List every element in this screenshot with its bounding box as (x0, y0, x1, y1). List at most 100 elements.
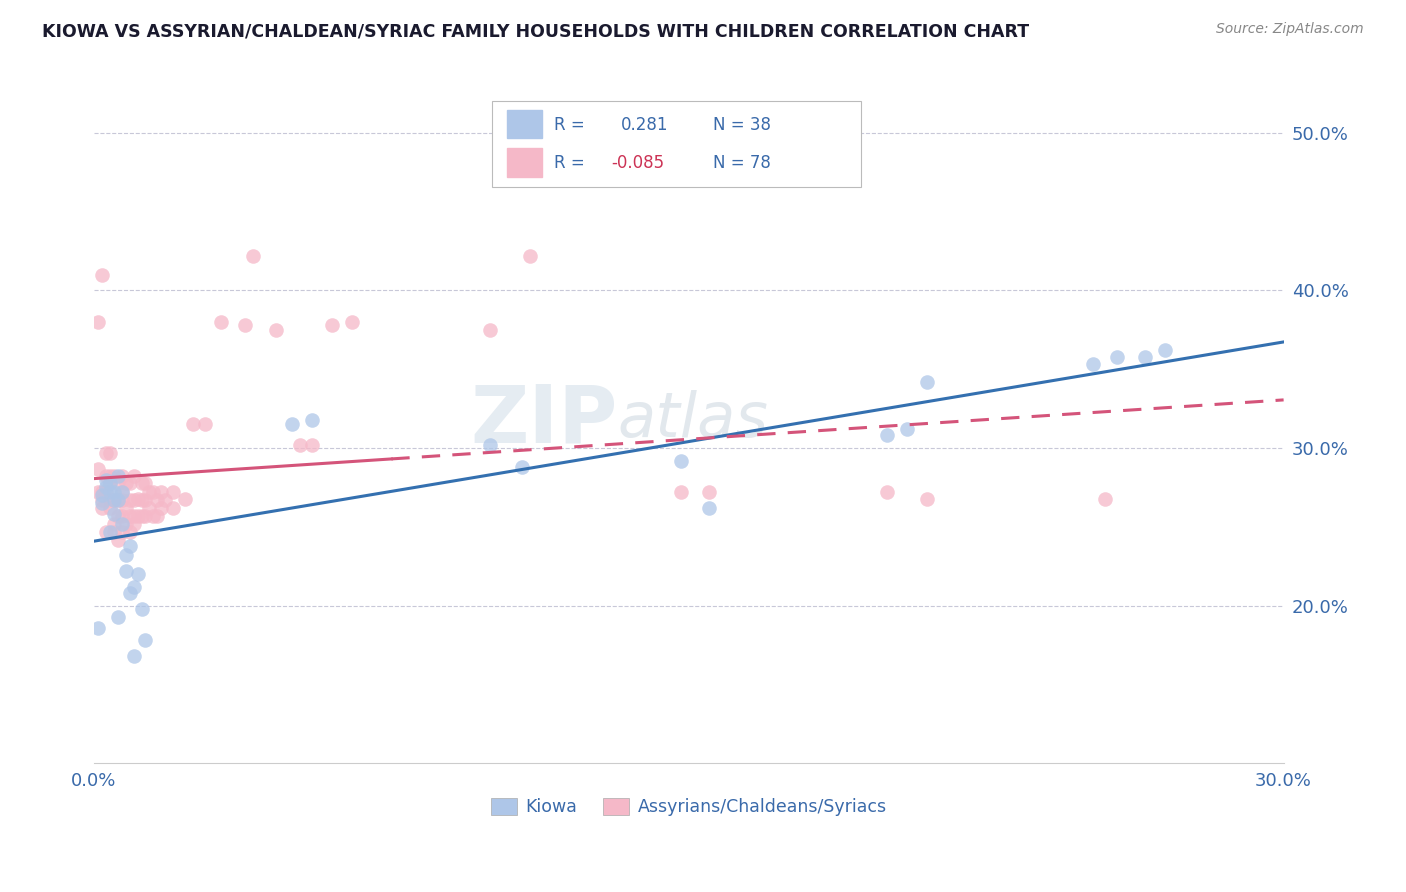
Point (138, 500, 160, 515)
Point (519, 249, 541, 263)
Point (103, 508, 125, 522)
Point (281, 417, 304, 432)
Point (266, 323, 288, 337)
Point (118, 524, 141, 539)
Point (896, 422, 918, 436)
Point (479, 438, 502, 452)
Point (122, 508, 145, 523)
Point (103, 524, 125, 539)
Point (122, 580, 145, 594)
Point (1094, 491, 1116, 506)
Point (288, 438, 311, 452)
Point (209, 315, 232, 329)
Point (111, 493, 134, 508)
Point (138, 485, 160, 500)
Point (1153, 343, 1175, 358)
Point (150, 500, 173, 515)
Text: Source: ZipAtlas.com: Source: ZipAtlas.com (1216, 22, 1364, 37)
Point (118, 508, 141, 523)
Point (107, 475, 129, 490)
Point (131, 602, 153, 616)
Point (98, 446, 121, 460)
Point (150, 485, 173, 500)
Point (162, 485, 184, 500)
Point (134, 475, 156, 490)
Text: R =: R = (554, 154, 585, 172)
Point (87, 621, 110, 635)
Point (98, 493, 121, 508)
Point (107, 469, 129, 483)
Point (90, 496, 112, 510)
FancyBboxPatch shape (506, 110, 543, 138)
Point (103, 469, 125, 483)
Text: 0.281: 0.281 (621, 117, 668, 135)
Point (114, 516, 136, 531)
Point (194, 417, 217, 432)
Point (103, 516, 125, 531)
Point (1105, 350, 1128, 364)
Point (111, 508, 134, 523)
Point (118, 586, 141, 600)
Point (107, 493, 129, 508)
Point (127, 491, 149, 506)
Point (146, 508, 169, 523)
Point (94, 485, 117, 500)
Point (131, 475, 153, 490)
Point (131, 508, 153, 523)
Point (103, 485, 125, 500)
Point (114, 564, 136, 578)
Text: -0.085: -0.085 (612, 154, 665, 172)
Point (510, 460, 533, 475)
Point (90, 485, 112, 500)
Point (122, 493, 145, 508)
Point (697, 500, 720, 515)
Point (1133, 350, 1156, 364)
Point (146, 493, 169, 508)
Point (90, 493, 112, 508)
Point (242, 249, 264, 263)
Point (915, 491, 938, 506)
Point (87, 485, 110, 500)
Point (1083, 358, 1105, 372)
Point (697, 485, 720, 500)
Point (107, 533, 129, 547)
Point (87, 461, 110, 475)
Point (162, 500, 184, 515)
Point (127, 567, 149, 582)
Point (94, 481, 117, 495)
Point (134, 493, 156, 508)
Point (915, 375, 938, 389)
Point (90, 268, 112, 282)
Point (103, 493, 125, 508)
Text: R =: R = (554, 117, 585, 135)
Point (134, 633, 156, 648)
Point (479, 323, 502, 337)
Point (98, 485, 121, 500)
Point (122, 649, 145, 664)
Text: N = 78: N = 78 (713, 154, 770, 172)
FancyBboxPatch shape (492, 102, 862, 187)
Point (111, 524, 134, 539)
Point (98, 524, 121, 539)
Point (107, 508, 129, 523)
Point (114, 475, 136, 490)
Point (131, 493, 153, 508)
Point (94, 524, 117, 539)
Point (90, 488, 112, 502)
Point (155, 493, 177, 508)
Point (301, 412, 323, 426)
Point (301, 438, 323, 452)
Point (87, 315, 110, 329)
Point (321, 318, 343, 332)
Point (876, 485, 898, 500)
Point (94, 473, 117, 487)
Point (107, 609, 129, 624)
Point (142, 508, 165, 523)
Point (111, 469, 134, 483)
Text: KIOWA VS ASSYRIAN/CHALDEAN/SYRIAC FAMILY HOUSEHOLDS WITH CHILDREN CORRELATION CH: KIOWA VS ASSYRIAN/CHALDEAN/SYRIAC FAMILY… (42, 22, 1029, 40)
Point (669, 453, 692, 467)
Point (122, 469, 145, 483)
Point (114, 500, 136, 515)
Point (122, 516, 145, 531)
Point (111, 485, 134, 500)
